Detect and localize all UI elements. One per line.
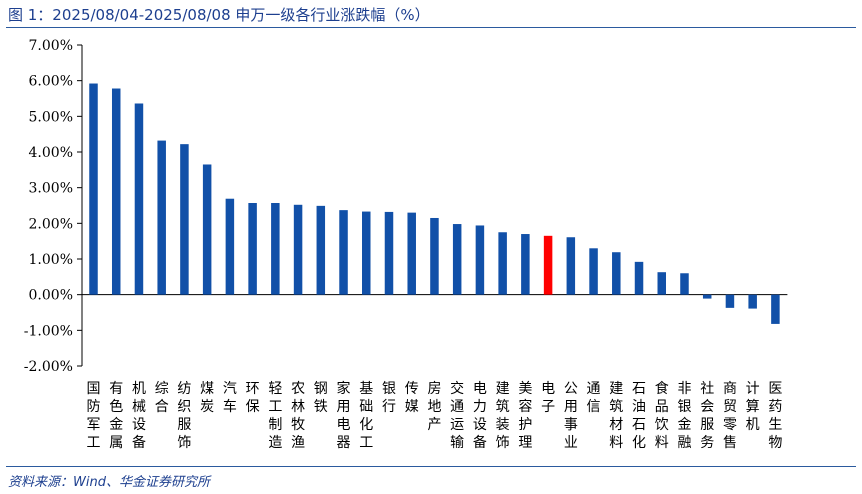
bar-14 [384, 211, 394, 295]
x-tick-label: 基础化工 [359, 380, 373, 451]
bar-31 [771, 294, 780, 324]
bar-27 [680, 273, 689, 295]
bar-20 [521, 234, 530, 295]
bar-12 [339, 210, 348, 295]
y-tick-label: 5.00% [29, 109, 73, 125]
bar-22 [566, 237, 576, 295]
bar-1 [89, 83, 98, 295]
x-tick-label: 建筑材料 [609, 381, 623, 451]
x-tick-label: 非银金融 [677, 381, 691, 451]
x-tick-label: 环保 [246, 381, 260, 415]
bar-17 [452, 224, 462, 295]
x-tick-label: 电子 [541, 381, 555, 415]
y-tick-label: 1.00% [29, 252, 73, 268]
bar-2 [111, 88, 121, 295]
bar-8 [248, 203, 257, 295]
x-axis-labels: 国防军工有色金属机械设备综合纺织服饰煤炭汽车环保轻工制造农林牧渔钢铁家用电器基础… [87, 380, 783, 451]
bar-10 [293, 204, 303, 295]
x-tick-label: 汽车 [223, 381, 237, 415]
bar-28 [702, 294, 712, 299]
bar-15 [407, 212, 416, 295]
x-tick-label: 医药生物 [768, 381, 782, 451]
bar-9 [271, 203, 280, 295]
chart-title: 图 1：2025/08/04-2025/08/08 申万一级各行业涨跌幅（%） [8, 6, 430, 24]
x-tick-label: 食品饮料 [655, 380, 669, 451]
x-tick-label: 房地产 [427, 381, 441, 433]
source-note: 资料来源：Wind、华金证券研究所 [8, 475, 210, 490]
bar-30 [748, 294, 757, 309]
x-tick-label: 建筑装饰 [496, 381, 510, 451]
bar-23 [589, 248, 598, 295]
bar-13 [362, 211, 371, 295]
x-tick-label: 计算机 [746, 381, 760, 433]
bar-5 [180, 144, 189, 295]
x-tick-label: 商贸零售 [723, 381, 737, 451]
x-tick-label: 有色金属 [109, 381, 123, 451]
x-tick-label: 电力设备 [473, 381, 487, 451]
x-tick-label: 家用电器 [337, 380, 351, 451]
bar-18 [475, 225, 485, 295]
bar-16 [430, 217, 439, 295]
bar-29 [725, 294, 735, 308]
x-tick-label: 煤炭 [200, 381, 214, 415]
x-tick-label: 美容护理 [518, 381, 532, 451]
bar-21 [543, 235, 553, 295]
bar-6 [202, 164, 212, 295]
x-tick-label: 传媒 [405, 381, 419, 415]
x-tick-label: 钢铁 [314, 381, 328, 415]
bar-3 [134, 103, 144, 295]
x-tick-label: 交通运输 [450, 380, 464, 451]
y-tick-label: 0.00% [29, 288, 73, 304]
x-tick-label: 综合 [155, 381, 169, 415]
x-tick-label: 社会服务 [700, 381, 714, 451]
x-tick-label: 农林牧渔 [291, 381, 305, 451]
bar-25 [634, 261, 644, 295]
source-divider [6, 466, 856, 467]
bar-4 [157, 140, 166, 295]
bar-11 [316, 205, 326, 295]
bar-19 [498, 232, 507, 295]
y-tick-label: 2.00% [29, 216, 73, 232]
y-tick-label: -1.00% [24, 323, 73, 339]
y-tick-label: -2.00% [24, 359, 73, 375]
y-tick-label: 7.00% [29, 38, 73, 54]
x-tick-label: 银行 [382, 381, 396, 415]
x-tick-label: 轻工制造 [268, 381, 282, 451]
x-tick-label: 国防军工 [87, 381, 101, 451]
x-tick-label: 石油石化 [632, 381, 646, 451]
y-tick-label: 3.00% [29, 181, 73, 197]
x-tick-label: 纺织服饰 [177, 381, 191, 451]
bar-7 [225, 198, 235, 295]
title-divider [6, 27, 856, 28]
bar-26 [657, 272, 666, 295]
x-tick-label: 通信 [587, 381, 601, 415]
x-tick-label: 机械设备 [132, 381, 146, 451]
bar-series [89, 83, 780, 324]
x-tick-label: 公用事业 [564, 381, 578, 451]
bar-24 [612, 252, 621, 295]
y-tick-label: 4.00% [29, 145, 73, 161]
y-tick-label: 6.00% [29, 74, 73, 90]
